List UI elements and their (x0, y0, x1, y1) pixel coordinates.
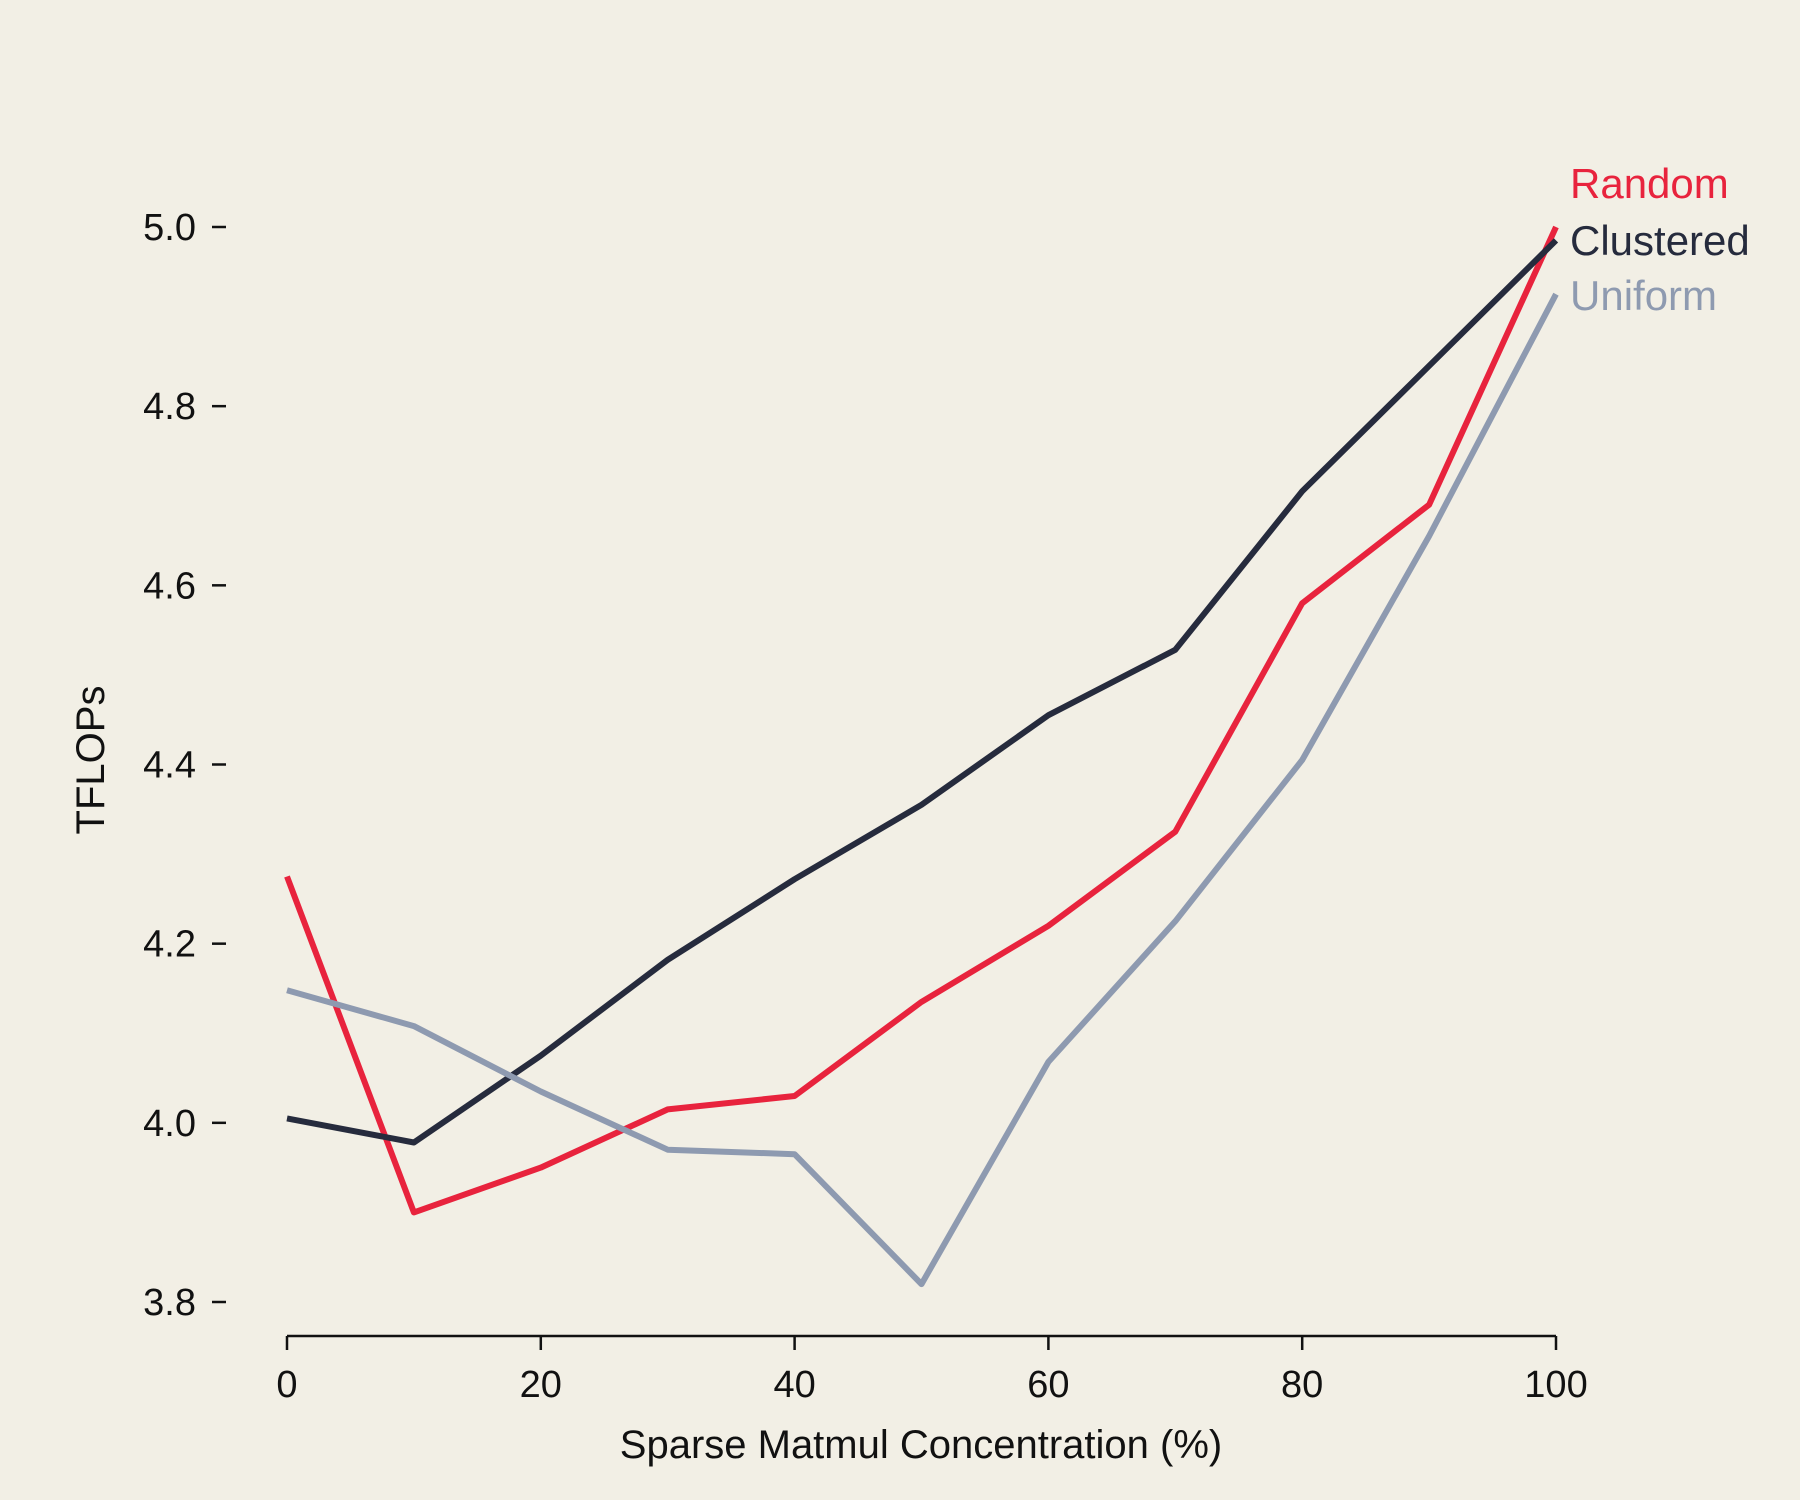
y-tick-label: 4.4 (143, 745, 196, 787)
y-tick-label: 5.0 (143, 207, 196, 249)
x-tick-label: 40 (773, 1364, 815, 1406)
x-tick-label: 0 (276, 1364, 297, 1406)
y-tick-label: 4.0 (143, 1103, 196, 1145)
series-label-random: Random (1570, 160, 1729, 207)
series-label-clustered: Clustered (1570, 217, 1750, 264)
y-axis: 3.8 4.0 4.2 4.4 4.6 4.8 5.0 (143, 207, 226, 1324)
series-lines (284, 225, 1559, 1288)
series-line-clustered (286, 238, 1559, 1146)
x-axis: 0 20 40 60 80 100 (276, 1334, 1588, 1406)
y-axis-title: TFLOPs (69, 686, 113, 835)
x-axis-title: Sparse Matmul Concentration (%) (620, 1423, 1222, 1467)
series-labels: Random Clustered Uniform (1570, 160, 1750, 319)
x-tick-label: 60 (1027, 1364, 1069, 1406)
series-line-random (284, 225, 1559, 1216)
series-label-uniform: Uniform (1570, 272, 1717, 319)
y-tick-label: 4.8 (143, 386, 196, 428)
y-tick-label: 4.2 (143, 924, 196, 966)
x-tick-label: 20 (520, 1364, 562, 1406)
x-tick-label: 80 (1281, 1364, 1323, 1406)
x-tick-label: 100 (1524, 1364, 1587, 1406)
y-tick-label: 3.8 (143, 1282, 196, 1324)
series-line-uniform (286, 292, 1559, 1288)
y-tick-label: 4.6 (143, 565, 196, 607)
